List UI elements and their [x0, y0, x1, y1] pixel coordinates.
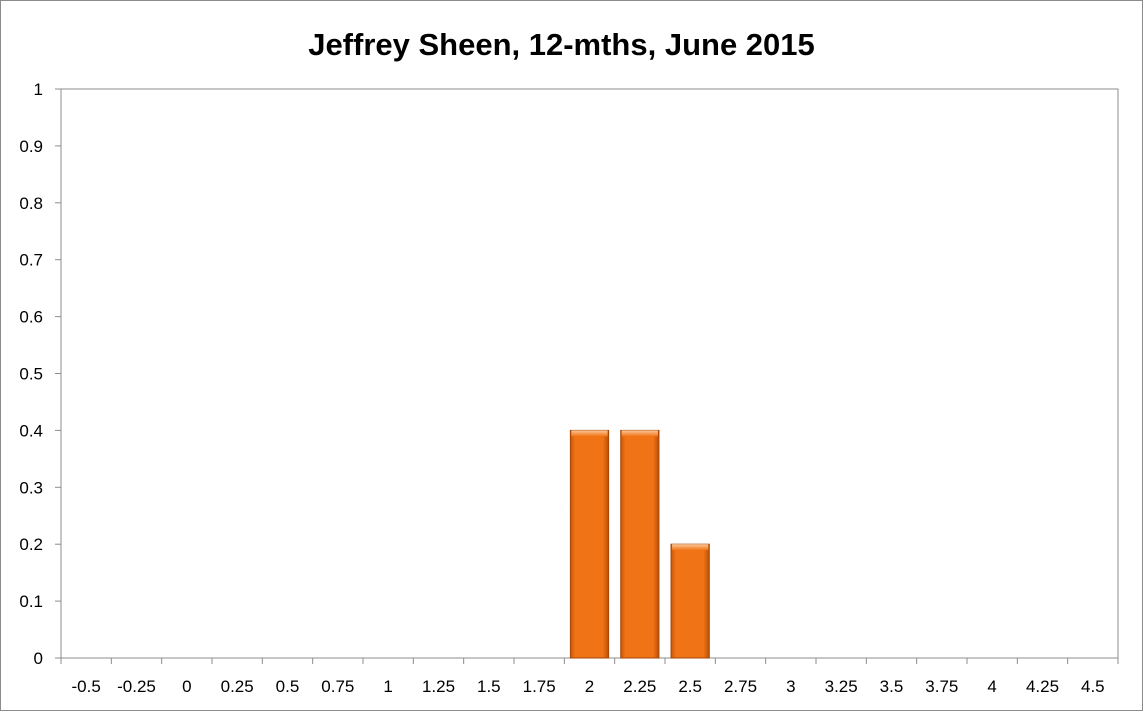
- bar-highlight: [672, 544, 709, 551]
- bar-highlight: [621, 430, 658, 437]
- y-tick-label: 0.3: [19, 478, 43, 497]
- bar: [670, 543, 710, 659]
- bar: [620, 429, 660, 659]
- y-tick-label: 0.8: [19, 194, 43, 213]
- x-tick-label: 3.75: [925, 677, 958, 696]
- x-tick-label: 4.5: [1081, 677, 1105, 696]
- y-tick-label: 0.9: [19, 137, 43, 156]
- x-tick-label: 0.75: [321, 677, 354, 696]
- y-axis: 0 0.1 0.2 0.3 0.4 0.5 0.6 0.7 0.8 0.9 1: [19, 80, 61, 668]
- x-tick-label: 1: [383, 677, 392, 696]
- y-tick-label: 0.6: [19, 308, 43, 327]
- y-tick-label: 0.1: [19, 592, 43, 611]
- x-tick-label: 0: [182, 677, 191, 696]
- bar-body: [569, 429, 610, 659]
- x-tick-label: 1.75: [523, 677, 556, 696]
- y-tick-label: 1: [34, 80, 43, 99]
- bar: [569, 429, 610, 659]
- chart-title: Jeffrey Sheen, 12-mths, June 2015: [308, 27, 815, 62]
- x-tick-label: 4.25: [1026, 677, 1059, 696]
- x-tick-label: 2.25: [623, 677, 656, 696]
- x-tick-label: 1.5: [477, 677, 501, 696]
- x-tick-label: 1.25: [422, 677, 455, 696]
- y-tick-label: 0.7: [19, 251, 43, 270]
- x-tick-label: 2: [585, 677, 594, 696]
- bar-highlight: [571, 430, 608, 437]
- x-tick-label: 3: [786, 677, 795, 696]
- x-tick-label: 0.5: [276, 677, 300, 696]
- y-tick-label: 0.4: [19, 421, 43, 440]
- x-tick-label: -0.5: [72, 677, 101, 696]
- bar-body: [670, 543, 710, 659]
- x-axis: -0.5 -0.25 0 0.25 0.5 0.75 1 1.25 1.5 1.75 2 2.25 2.…: [60, 658, 1119, 696]
- y-tick-label: 0.2: [19, 535, 43, 554]
- x-tick-label: 3.5: [880, 677, 904, 696]
- y-tick-label: 0: [34, 649, 43, 668]
- y-tick-label: 0.5: [19, 365, 43, 384]
- x-tick-label: 2.75: [724, 677, 757, 696]
- x-tick-label: 4: [987, 677, 996, 696]
- x-tick-label: 0.25: [221, 677, 254, 696]
- x-tick-label: -0.25: [117, 677, 156, 696]
- x-tick-label: 2.5: [678, 677, 702, 696]
- bar-body: [620, 429, 660, 659]
- bars: [569, 429, 710, 659]
- x-tick-label: 3.25: [825, 677, 858, 696]
